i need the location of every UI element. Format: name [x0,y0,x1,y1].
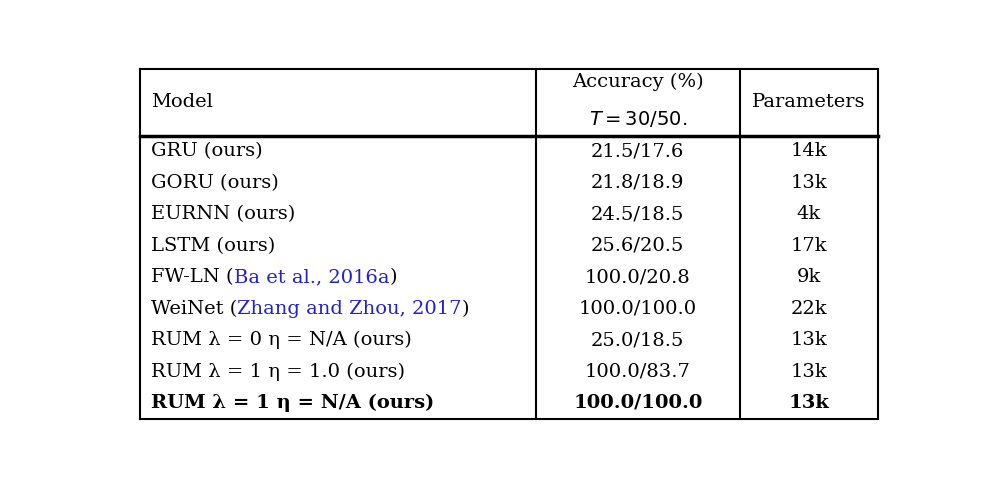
Text: 25.6/20.5: 25.6/20.5 [591,237,684,255]
Text: LSTM (ours): LSTM (ours) [151,237,275,255]
Text: 100.0/100.0: 100.0/100.0 [579,299,697,318]
Text: 22k: 22k [790,299,827,318]
Text: 9k: 9k [796,268,821,286]
Text: EURNN (ours): EURNN (ours) [151,205,295,223]
Text: 24.5/18.5: 24.5/18.5 [591,205,684,223]
Text: Model: Model [151,93,213,111]
Text: Zhang and Zhou, 2017: Zhang and Zhou, 2017 [237,299,462,318]
Text: 100.0/83.7: 100.0/83.7 [585,363,691,381]
Text: 21.5/17.6: 21.5/17.6 [591,142,684,160]
Text: ): ) [389,268,396,286]
Text: GRU (ours): GRU (ours) [151,142,263,160]
Text: 17k: 17k [790,237,827,255]
Text: RUM λ = 0 η = N/A (ours): RUM λ = 0 η = N/A (ours) [151,331,412,349]
Text: Ba et al., 2016a: Ba et al., 2016a [233,268,389,286]
Text: WeiNet (: WeiNet ( [151,299,237,318]
Text: 4k: 4k [797,205,821,223]
Text: 100.0/20.8: 100.0/20.8 [585,268,691,286]
Text: GORU (ours): GORU (ours) [151,174,279,192]
Text: ): ) [462,299,470,318]
Text: Parameters: Parameters [753,93,866,111]
Text: 13k: 13k [790,331,827,349]
Text: 13k: 13k [790,174,827,192]
Text: 14k: 14k [790,142,827,160]
Text: 25.0/18.5: 25.0/18.5 [591,331,684,349]
Text: 13k: 13k [790,363,827,381]
Text: Accuracy (%): Accuracy (%) [572,73,704,91]
Text: 100.0/100.0: 100.0/100.0 [573,394,702,412]
Text: RUM λ = 1 η = N/A (ours): RUM λ = 1 η = N/A (ours) [151,394,434,412]
Text: FW-LN (: FW-LN ( [151,268,233,286]
Text: $T = 30/50.$: $T = 30/50.$ [589,109,687,129]
Text: RUM λ = 1 η = 1.0 (ours): RUM λ = 1 η = 1.0 (ours) [151,362,405,381]
Text: 13k: 13k [788,394,829,412]
Text: 21.8/18.9: 21.8/18.9 [591,174,684,192]
